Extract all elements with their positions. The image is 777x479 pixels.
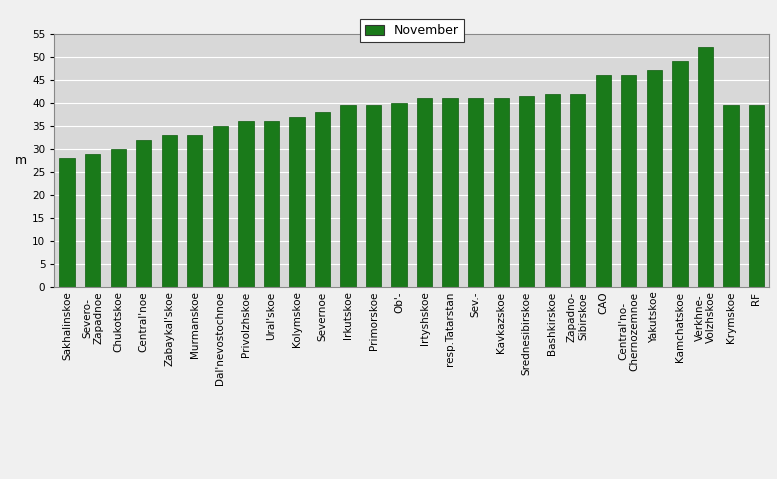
Bar: [187, 135, 203, 287]
Bar: [468, 98, 483, 287]
Bar: [110, 149, 126, 287]
Bar: [596, 75, 611, 287]
Bar: [493, 98, 509, 287]
Bar: [621, 75, 636, 287]
Bar: [672, 61, 688, 287]
Y-axis label: m: m: [15, 154, 27, 167]
Bar: [723, 105, 739, 287]
Bar: [60, 158, 75, 287]
Bar: [545, 93, 560, 287]
Bar: [442, 98, 458, 287]
Bar: [340, 105, 356, 287]
Bar: [392, 103, 406, 287]
Bar: [519, 96, 535, 287]
Bar: [698, 47, 713, 287]
Bar: [366, 105, 382, 287]
Bar: [136, 140, 152, 287]
Bar: [749, 105, 764, 287]
Bar: [162, 135, 177, 287]
Bar: [85, 154, 100, 287]
Bar: [263, 121, 279, 287]
Bar: [315, 112, 330, 287]
Bar: [213, 126, 228, 287]
Bar: [417, 98, 432, 287]
Bar: [646, 70, 662, 287]
Bar: [570, 93, 585, 287]
Bar: [289, 116, 305, 287]
Legend: November: November: [360, 20, 464, 43]
Bar: [239, 121, 253, 287]
